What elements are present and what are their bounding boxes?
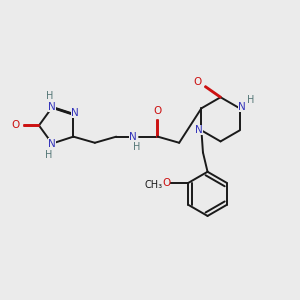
Text: O: O	[12, 121, 20, 130]
Text: O: O	[194, 77, 202, 87]
Text: N: N	[238, 102, 246, 112]
Text: H: H	[46, 91, 53, 101]
Text: N: N	[48, 102, 56, 112]
Text: CH₃: CH₃	[144, 180, 162, 190]
Text: N: N	[129, 132, 137, 142]
Text: N: N	[195, 125, 203, 135]
Text: H: H	[247, 95, 254, 105]
Text: N: N	[71, 108, 79, 118]
Text: O: O	[162, 178, 170, 188]
Text: H: H	[133, 142, 140, 152]
Text: O: O	[154, 106, 162, 116]
Text: H: H	[45, 150, 53, 160]
Text: N: N	[48, 139, 56, 148]
